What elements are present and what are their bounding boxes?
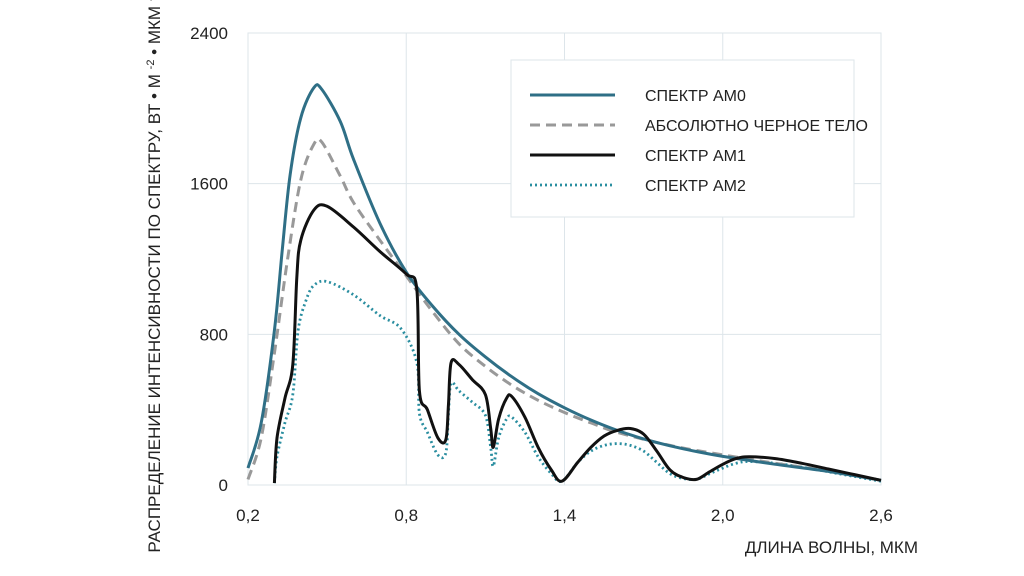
y-axis-label-main: РАСПРЕДЕЛЕНИЕ ИНТЕНСИВНОСТИ ПО СПЕКТРУ, … [145, 104, 164, 553]
tick-labels: 0,2 0,8 1,4 2,0 2,6 0 800 1600 2400 [190, 24, 893, 525]
series-am0-line [246, 83, 882, 482]
x-tick-label: 2,0 [711, 506, 735, 525]
y-tick-label: 0 [219, 476, 228, 495]
x-tick-label: 2,6 [869, 506, 893, 525]
y-axis-label-unit-m: М [145, 74, 164, 88]
x-axis-label: ДЛИНА ВОЛНЫ, МКМ [745, 538, 918, 557]
y-axis-label: РАСПРЕДЕЛЕНИЕ ИНТЕНСИВНОСТИ ПО СПЕКТРУ, … [145, 0, 164, 553]
y-axis-label-exp-1: -2 [145, 60, 157, 70]
series-am1-line [272, 203, 882, 484]
series-am2-line [273, 279, 882, 484]
y-axis-label-exp-2: -1 [145, 0, 157, 1]
y-tick-label: 800 [200, 325, 228, 344]
series-group [246, 83, 882, 484]
x-tick-label: 0,2 [236, 506, 260, 525]
y-tick-label: 2400 [190, 24, 228, 43]
x-tick-label: 1,4 [553, 506, 577, 525]
x-tick-label: 0,8 [394, 506, 418, 525]
legend-entry-am1-label: СПЕКТР АМ1 [645, 148, 746, 165]
y-axis-label-bullet-1: • [145, 93, 164, 99]
legend-box [510, 59, 855, 218]
legend-entry-blackbody-label: АБСОЛЮТНО ЧЕРНОЕ ТЕЛО [645, 118, 868, 135]
legend-entry-am0-label: СПЕКТР АМ0 [645, 88, 746, 105]
y-axis-label-unit-mkm: МКМ [145, 6, 164, 44]
legend: СПЕКТР АМ0 АБСОЛЮТНО ЧЕРНОЕ ТЕЛО СПЕКТР АМ… [510, 59, 868, 218]
y-axis-label-bullet-2: • [145, 49, 164, 55]
y-tick-label: 1600 [190, 175, 228, 194]
legend-entry-am2-label: СПЕКТР АМ2 [645, 178, 746, 195]
